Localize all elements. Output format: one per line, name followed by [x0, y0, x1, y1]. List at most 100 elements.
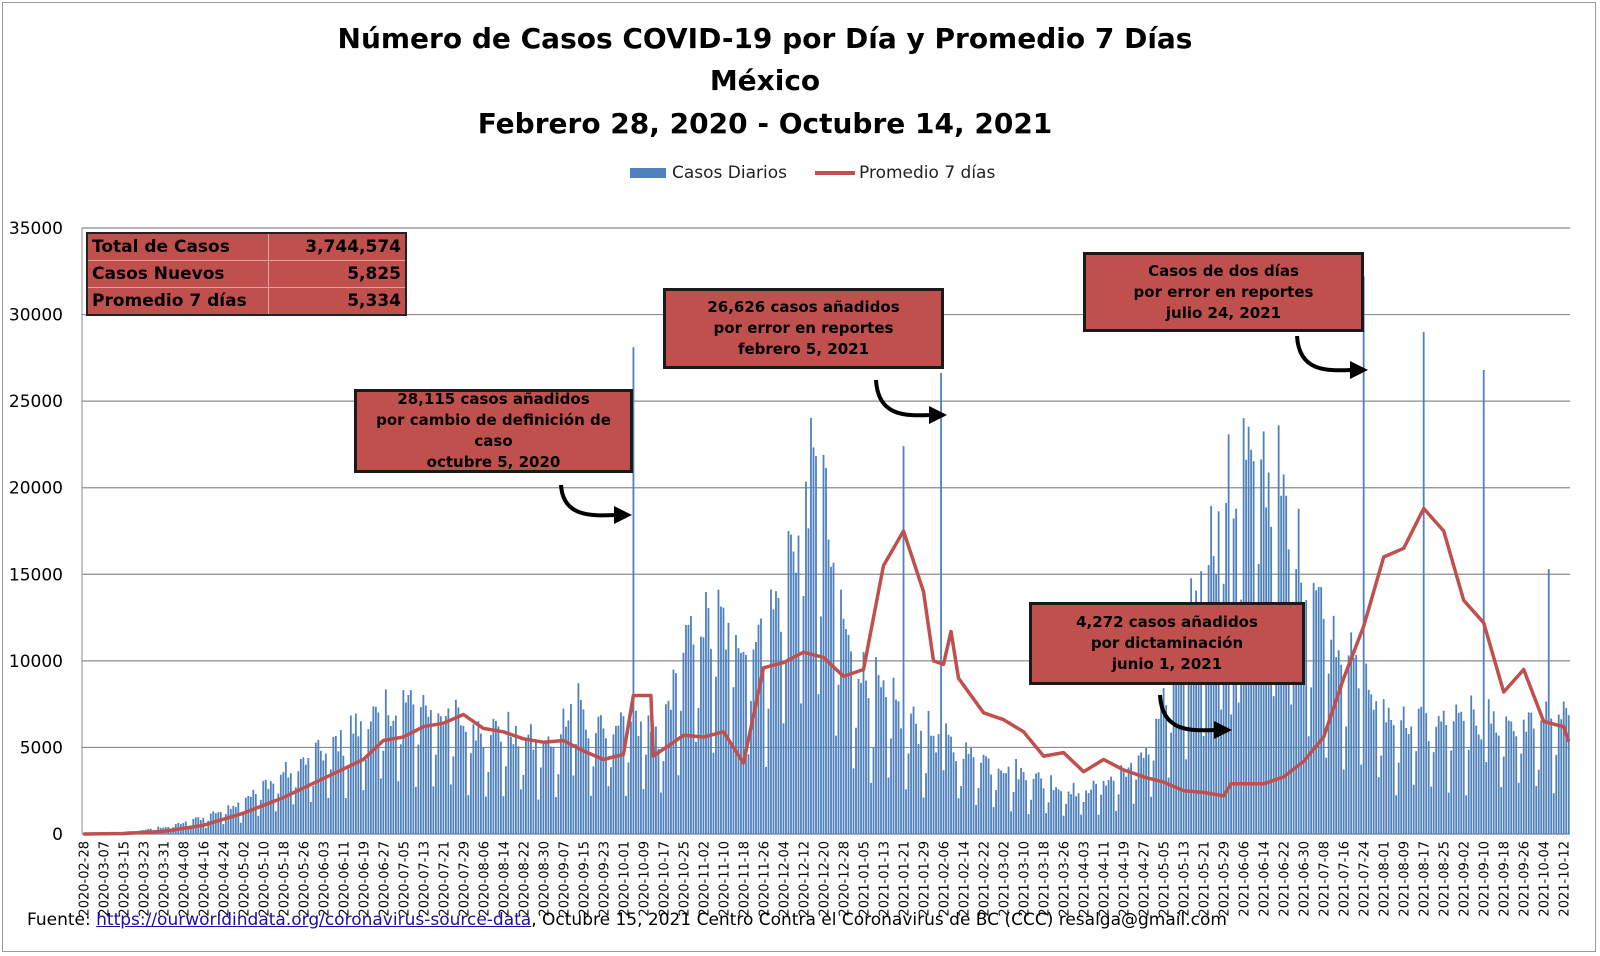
bar-daily-cases: [960, 786, 962, 834]
bar-daily-cases: [570, 704, 572, 834]
bar-daily-cases: [1525, 731, 1528, 834]
bar-daily-cases: [1132, 803, 1135, 834]
y-tick-label: 10000: [9, 652, 63, 672]
bar-daily-cases: [792, 551, 795, 834]
bar-daily-cases: [1002, 773, 1005, 834]
bar-daily-cases: [862, 652, 865, 834]
bar-daily-cases: [585, 729, 587, 834]
bar-daily-cases: [805, 481, 807, 834]
bar-daily-cases: [1355, 654, 1358, 834]
bar-daily-cases: [715, 676, 717, 834]
bar-daily-cases: [1370, 694, 1373, 834]
bar-daily-cases: [802, 595, 805, 834]
bar-daily-cases: [1057, 789, 1060, 834]
bar-daily-cases: [1212, 556, 1215, 834]
bar-daily-cases: [1560, 719, 1563, 834]
bar-daily-cases: [855, 727, 857, 834]
bar-daily-cases: [1137, 755, 1140, 834]
bar-daily-cases: [1165, 705, 1168, 834]
bar-daily-cases: [1360, 764, 1363, 834]
bar-daily-cases: [452, 756, 455, 834]
bar-daily-cases: [865, 680, 867, 834]
x-tick-label: 2021-08-01: [1378, 841, 1393, 917]
bar-daily-cases: [1122, 768, 1125, 834]
bar-daily-cases: [322, 760, 325, 834]
bar-daily-cases: [1307, 736, 1310, 834]
bar-daily-cases: [1505, 716, 1508, 834]
bar-daily-cases: [602, 728, 605, 834]
bar-daily-cases: [1130, 762, 1132, 834]
bar-daily-cases: [682, 652, 685, 834]
bar-daily-cases: [770, 589, 772, 834]
bar-daily-cases: [1392, 725, 1395, 834]
annotation-arrow: [559, 484, 617, 518]
bar-daily-cases: [1255, 662, 1258, 834]
bar-daily-cases: [955, 761, 957, 834]
bar-daily-cases: [995, 790, 997, 834]
bar-daily-cases: [1317, 587, 1320, 834]
annotation-line: 4,272 casos añadidos: [1076, 613, 1258, 631]
legend-bars-label: Casos Diarios: [672, 163, 788, 183]
bar-daily-cases: [442, 725, 445, 834]
x-tick-label: 2021-02-22: [978, 841, 993, 917]
bar-daily-cases: [825, 468, 827, 834]
bar-daily-cases: [910, 713, 912, 834]
bar-daily-cases: [1562, 701, 1565, 834]
bar-daily-cases: [489, 735, 492, 834]
bar-daily-cases: [1115, 810, 1117, 834]
bar-daily-cases: [462, 725, 465, 834]
bar-daily-cases: [977, 787, 980, 834]
bar-daily-cases: [665, 704, 667, 834]
bar-daily-cases: [647, 715, 650, 834]
x-tick-label: 2020-03-23: [137, 841, 152, 917]
bar-daily-cases: [645, 754, 647, 834]
bar-daily-cases: [1445, 725, 1448, 834]
summary-label: Casos Nuevos: [86, 260, 269, 288]
bar-daily-cases: [434, 754, 437, 834]
bar-daily-cases: [1065, 803, 1067, 834]
bar-daily-cases: [852, 768, 855, 834]
summary-value: 5,825: [268, 260, 407, 288]
bar-daily-cases: [1222, 583, 1225, 834]
x-tick-label: 2021-08-17: [1418, 841, 1433, 917]
bar-daily-cases: [169, 830, 172, 834]
x-tick-label: 2020-07-21: [437, 841, 452, 917]
bar-daily-cases: [772, 609, 775, 834]
bar-daily-cases: [637, 735, 640, 834]
bar-daily-cases: [872, 747, 875, 834]
bar-daily-cases: [1330, 639, 1333, 834]
bar-daily-cases: [860, 682, 862, 834]
bar-daily-cases: [817, 694, 820, 834]
bar-daily-cases: [217, 812, 220, 834]
bar-daily-cases: [269, 781, 272, 834]
bar-daily-cases: [1515, 736, 1518, 834]
bar-daily-cases: [389, 725, 392, 834]
bar-daily-cases: [204, 827, 207, 834]
bar-daily-cases: [407, 694, 410, 834]
bar-daily-cases: [1147, 754, 1150, 834]
annotation-feb-2021: 26,626 casos añadidos por error en repor…: [663, 288, 944, 369]
bar-daily-cases: [812, 447, 815, 834]
bar-daily-cases: [1080, 814, 1082, 834]
bar-daily-cases: [922, 797, 925, 834]
bar-daily-cases: [1032, 778, 1035, 834]
bar-daily-cases: [962, 758, 965, 834]
x-tick-label: 2020-09-07: [557, 841, 572, 917]
bar-daily-cases: [417, 744, 420, 834]
summary-row: Casos Nuevos 5,825: [86, 260, 407, 288]
bar-daily-cases: [1455, 704, 1458, 834]
bar-daily-cases: [1492, 711, 1495, 834]
bar-daily-cases: [782, 723, 785, 834]
bar-daily-cases: [675, 673, 677, 834]
bar-daily-cases: [1160, 695, 1163, 834]
bar-daily-cases: [680, 710, 682, 834]
bar-daily-cases: [610, 767, 612, 834]
source-link[interactable]: https://ourworldindata.org/coronavirus-s…: [96, 910, 532, 930]
bar-daily-cases: [339, 730, 342, 834]
bar-daily-cases: [344, 798, 347, 834]
x-tick-label: 2020-05-18: [277, 841, 292, 917]
x-tick-label: 2021-03-18: [1038, 841, 1053, 917]
y-tick-label: 20000: [9, 479, 63, 499]
x-tick-label: 2020-05-02: [237, 841, 252, 917]
